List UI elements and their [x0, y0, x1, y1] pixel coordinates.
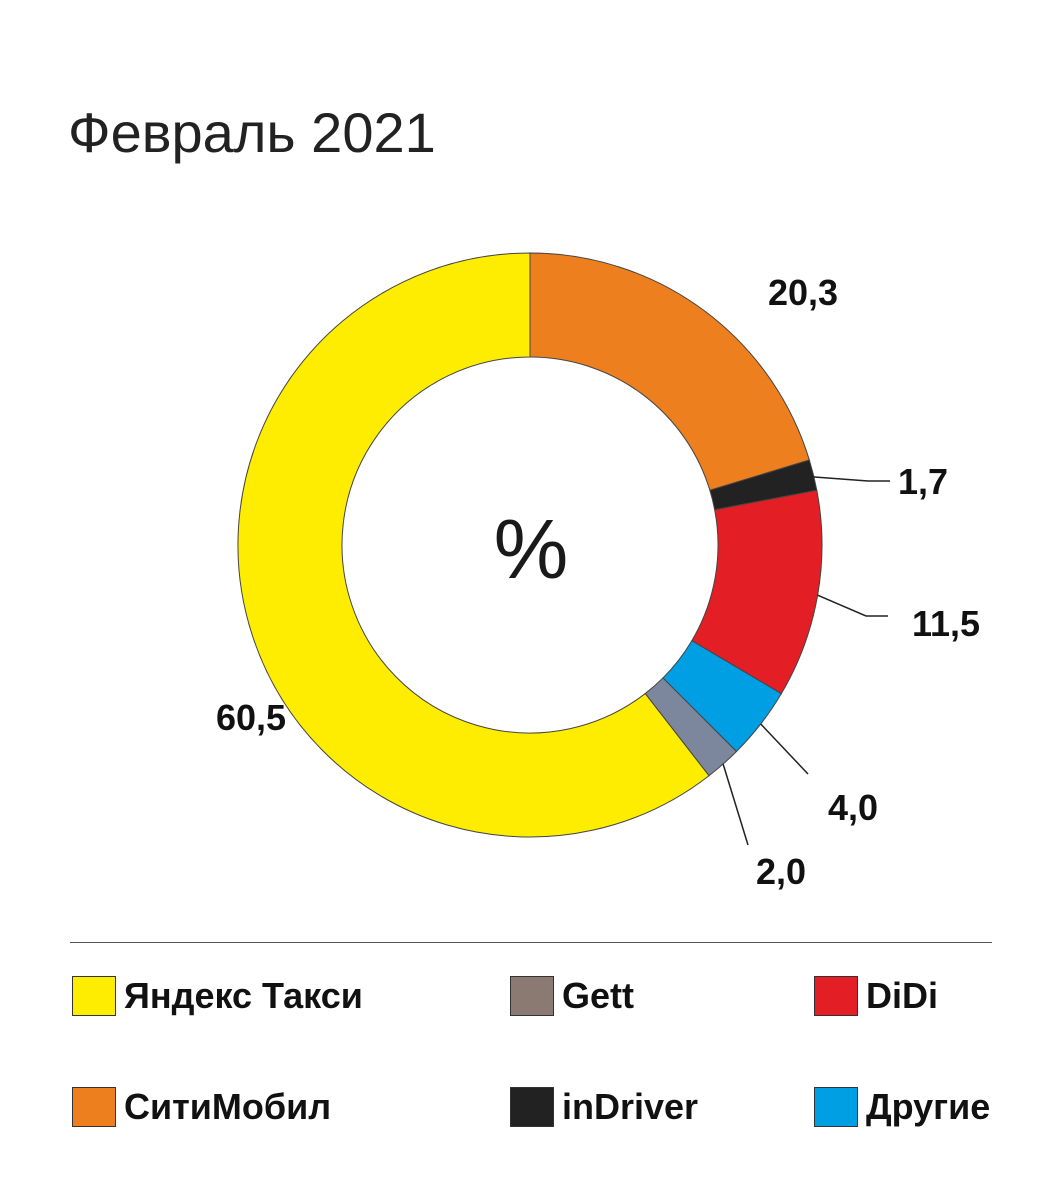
leader-line-другие	[760, 723, 809, 775]
legend-item-citymobil: СитиМобил	[72, 1086, 331, 1128]
legend-item-yandex: Яндекс Такси	[72, 975, 363, 1017]
slice-яндекс-такси	[237, 252, 710, 838]
legend-label-didi: DiDi	[866, 975, 938, 1016]
leader-line-indriver	[807, 475, 890, 482]
legend-label-gett: Gett	[562, 975, 634, 1016]
legend-swatch-yandex	[72, 976, 116, 1016]
legend-swatch-other	[814, 1087, 858, 1127]
legend-swatch-indriver	[510, 1087, 554, 1127]
donut-slices	[237, 252, 823, 838]
data-label-gett: 2,0	[756, 851, 806, 892]
data-label-другие: 4,0	[828, 787, 878, 828]
legend-swatch-citymobil	[72, 1087, 116, 1127]
leader-line-gett	[722, 763, 749, 846]
legend-label-citymobil: СитиМобил	[124, 1086, 332, 1127]
slice-ситимобил	[529, 252, 810, 491]
data-label-ситимобил: 20,3	[768, 272, 838, 313]
legend-label-other: Другие	[866, 1086, 991, 1127]
legend-label-indriver: inDriver	[562, 1086, 699, 1127]
legend-swatch-gett	[510, 976, 554, 1016]
legend-item-other: Другие	[814, 1086, 990, 1128]
center-percent-label: %	[494, 502, 569, 596]
legend-label-yandex: Яндекс Такси	[124, 975, 363, 1016]
leader-line-didi	[817, 594, 888, 617]
legend-item-gett: Gett	[510, 975, 634, 1017]
leader-lines	[722, 475, 890, 846]
legend-swatch-didi	[814, 976, 858, 1016]
data-label-indriver: 1,7	[898, 461, 948, 502]
legend-item-indriver: inDriver	[510, 1086, 698, 1128]
data-label-didi: 11,5	[912, 603, 980, 644]
donut-chart: 20,3 1,7 11,5 4,0 2,0 60,5 %	[216, 252, 980, 892]
data-label-яндекс-такси: 60,5	[216, 697, 286, 738]
chart-title: Февраль 2021	[68, 101, 436, 164]
legend-item-didi: DiDi	[814, 975, 938, 1017]
legend-divider	[70, 942, 992, 943]
data-labels: 20,3 1,7 11,5 4,0 2,0 60,5	[216, 272, 980, 892]
